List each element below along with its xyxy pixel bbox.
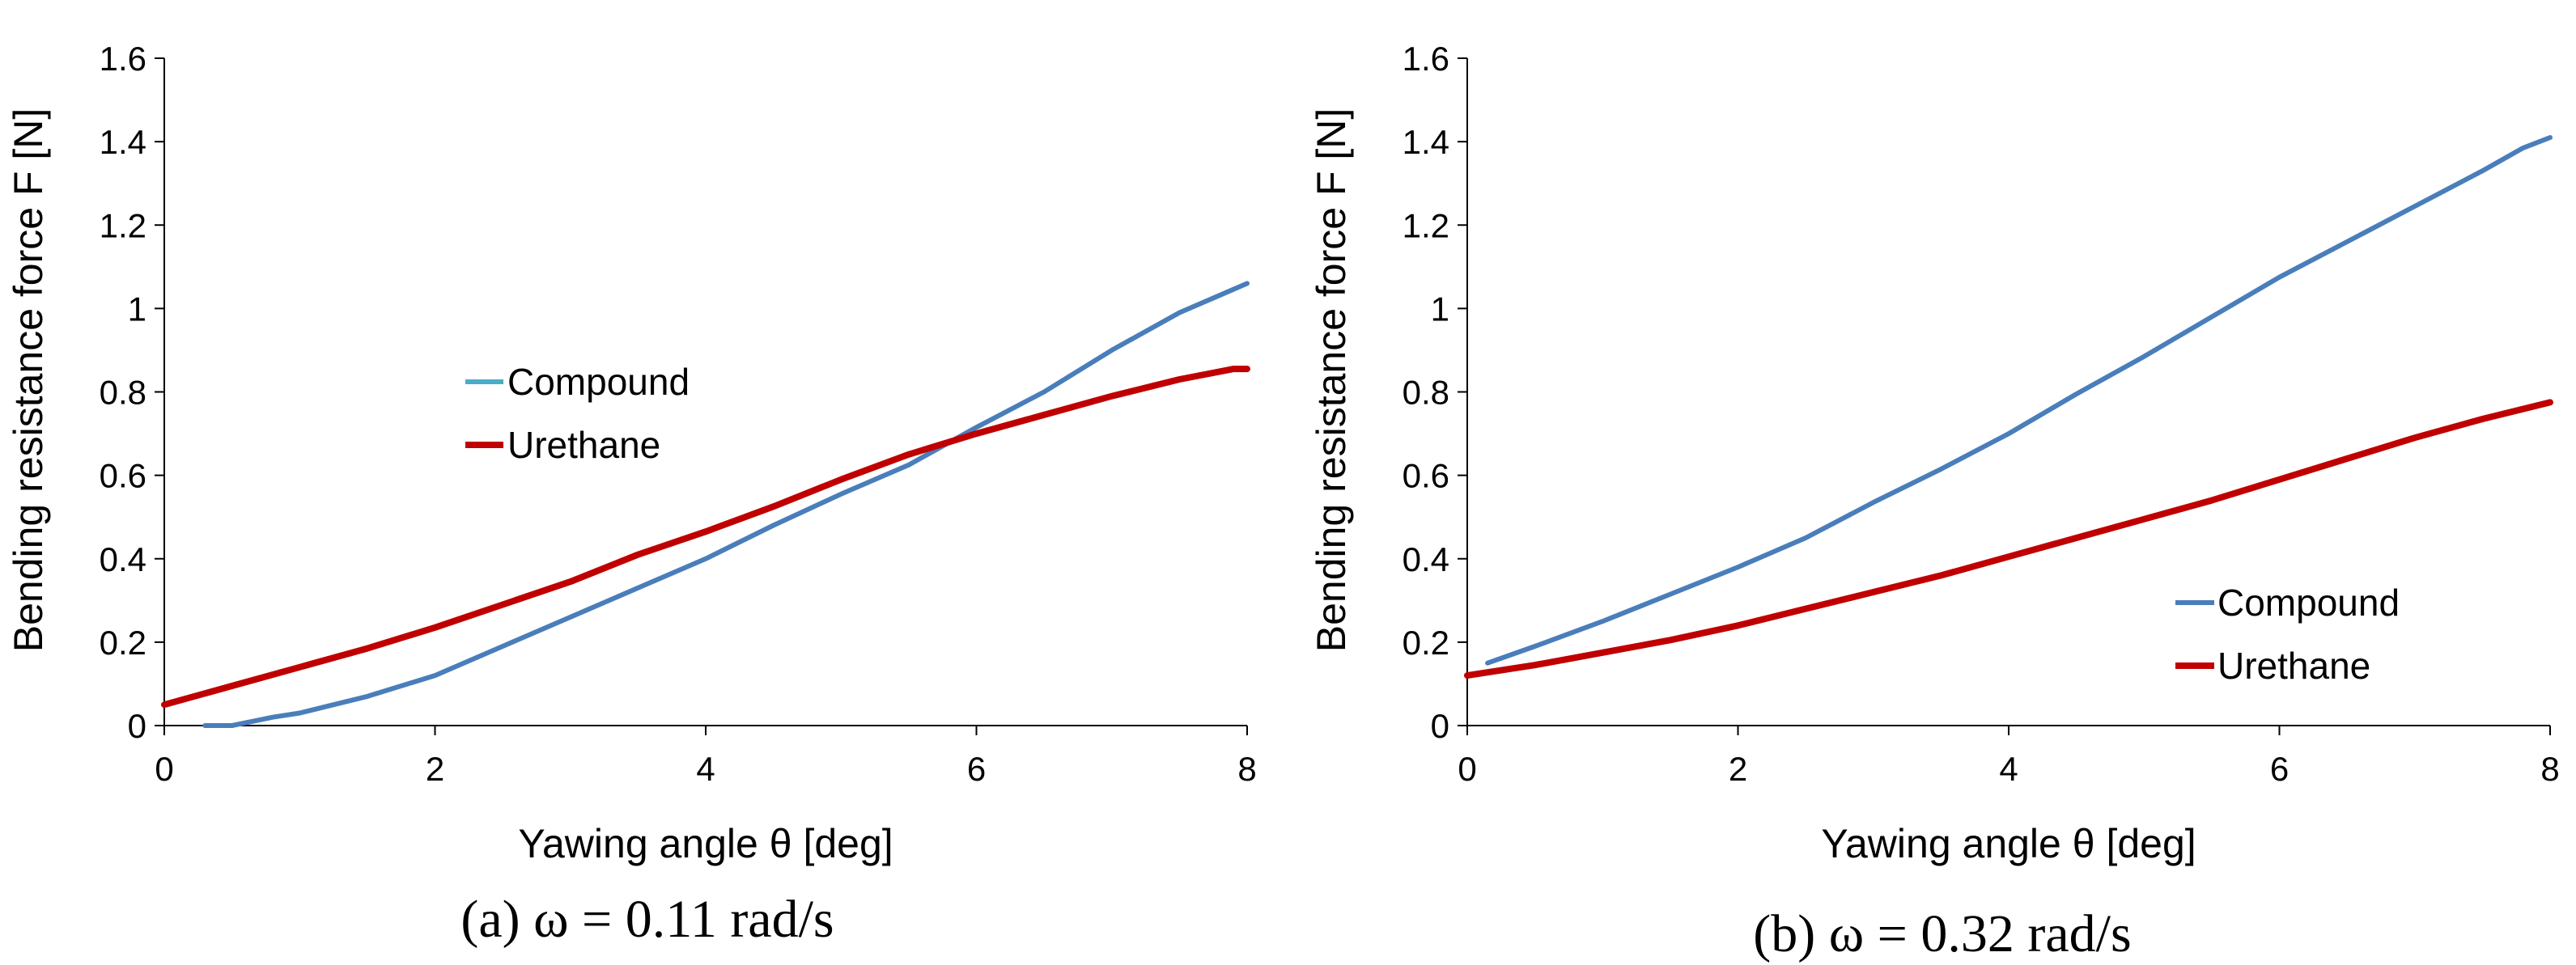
- chart-b-y-tick-label: 0: [1431, 707, 1449, 745]
- chart-a-y-tick-label: 1.6: [100, 40, 146, 78]
- chart-b-y-tick-label: 0.6: [1403, 457, 1449, 495]
- chart-b-tick-labels: 0 0.2 0.4 0.6 0.8 1 1.2 1.4 1.6 0 2 4 6 8: [1403, 40, 2560, 788]
- chart-b-x-tick-label: 6: [2270, 750, 2289, 788]
- chart-a-y-tick-label: 1: [128, 290, 146, 328]
- chart-b-x-tick-label: 2: [1729, 750, 1747, 788]
- chart-b-legend-label-urethane: Urethane: [2217, 645, 2370, 687]
- chart-a-y-tick-label: 0: [128, 707, 146, 745]
- chart-a-x-tick-label: 2: [426, 750, 444, 788]
- chart-a-series-urethane-line: [161, 366, 1250, 709]
- chart-b-y-tick-label: 1.6: [1403, 40, 1449, 78]
- chart-a-x-tick-label: 0: [155, 750, 173, 788]
- chart-b-series-compound-line: [1485, 135, 2553, 666]
- chart-a-axes: [155, 57, 1248, 735]
- chart-a-y-tick-label: 0.4: [100, 540, 146, 578]
- chart-b-y-tick-label: 1.2: [1403, 206, 1449, 244]
- chart-b-series-urethane-line: [1464, 399, 2553, 679]
- chart-a: 0 0.2 0.4 0.6 0.8 1 1.2 1.4 1.6 0 2 4 6 8 Yawing angl…: [6, 40, 1257, 949]
- chart-b-y-tick-label: 1: [1431, 290, 1449, 328]
- chart-b-x-axis-title: Yawing angle θ [deg]: [1821, 821, 2196, 866]
- chart-a-y-tick-label: 1.4: [100, 123, 146, 161]
- chart-a-x-axis-title: Yawing angle θ [deg]: [518, 821, 893, 866]
- chart-b-y-axis-title: Bending resistance force F [N]: [1309, 108, 1354, 653]
- chart-a-x-tick-label: 6: [967, 750, 986, 788]
- chart-a-tick-labels: 0 0.2 0.4 0.6 0.8 1 1.2 1.4 1.6 0 2 4 6 8: [100, 40, 1257, 788]
- chart-b-y-tick-label: 0.2: [1403, 624, 1449, 662]
- chart-b-x-tick-label: 8: [2540, 750, 2559, 788]
- chart-a-y-tick-label: 0.2: [100, 624, 146, 662]
- chart-a-series: [161, 281, 1250, 728]
- chart-a-legend-label-compound: Compound: [507, 361, 690, 403]
- chart-b-y-tick-label: 0.8: [1403, 374, 1449, 412]
- chart-b: 0 0.2 0.4 0.6 0.8 1 1.2 1.4 1.6 0 2 4 6 8 Yawing angl…: [1309, 40, 2560, 963]
- chart-a-series-compound-line: [202, 281, 1250, 728]
- chart-a-x-tick-label: 4: [696, 750, 715, 788]
- chart-a-legend: Compound Urethane: [465, 361, 690, 466]
- chart-a-x-tick-label: 8: [1237, 750, 1256, 788]
- chart-a-y-tick-label: 0.8: [100, 374, 146, 412]
- chart-b-axes: [1458, 57, 2551, 735]
- chart-b-series: [1464, 135, 2553, 679]
- chart-b-x-tick-label: 4: [1999, 750, 2018, 788]
- chart-b-y-tick-label: 0.4: [1403, 540, 1449, 578]
- chart-a-legend-label-urethane: Urethane: [507, 424, 660, 466]
- chart-b-caption: (b) ω = 0.32 rad/s: [1753, 904, 2131, 963]
- chart-b-x-tick-label: 0: [1458, 750, 1476, 788]
- chart-a-y-axis-title: Bending resistance force F [N]: [6, 108, 51, 653]
- chart-a-y-tick-label: 0.6: [100, 457, 146, 495]
- chart-a-caption: (a) ω = 0.11 rad/s: [460, 890, 834, 949]
- chart-a-y-tick-label: 1.2: [100, 206, 146, 244]
- chart-b-legend-label-compound: Compound: [2217, 582, 2400, 624]
- chart-b-y-tick-label: 1.4: [1403, 123, 1449, 161]
- chart-b-legend: Compound Urethane: [2175, 582, 2400, 687]
